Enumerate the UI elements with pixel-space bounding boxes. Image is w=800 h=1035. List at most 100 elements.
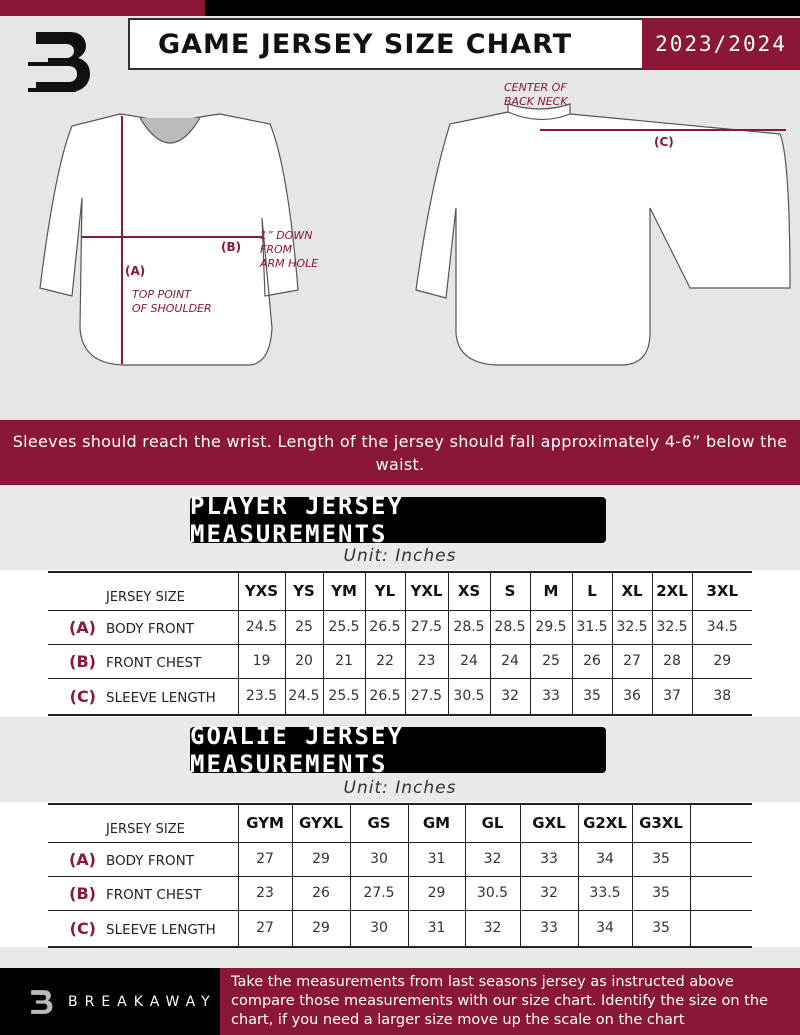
size-value: 34 [577,841,633,877]
size-header: YL [364,571,406,611]
measure-name: SLEEVE LENGTH [106,689,216,706]
size-value: 33 [529,677,573,716]
size-value: 29 [407,875,466,911]
row-label: (A) BODY FRONT [48,841,239,877]
size-value: 27.5 [404,677,449,716]
size-value: 23 [237,875,293,911]
size-value: 35 [631,841,691,877]
size-value: 28.5 [489,609,531,645]
measure-letter: (A) [68,617,96,637]
note-b: 1” DOWN FROM ARM HOLE [260,229,319,270]
table-row: (B) FRONT CHEST 23 26 27.5 29 30.5 32 33.5 35 [48,875,752,911]
size-value: 29 [291,909,351,948]
size-value: 32 [519,875,579,911]
size-value: 33 [519,909,579,948]
size-value: 26 [571,643,613,679]
measure-letter: (A) [68,849,96,869]
size-value: 34.5 [691,609,752,645]
size-value: 30 [349,909,409,948]
row-label: (C) SLEEVE LENGTH [48,677,239,716]
size-value: 38 [691,677,752,716]
row-label: (B) FRONT CHEST [48,875,239,911]
size-value: 29 [291,841,351,877]
size-header: XL [611,571,653,611]
size-value: 27.5 [404,609,449,645]
size-value: 20 [284,643,324,679]
size-value: 35 [631,875,691,911]
size-header: 3XL [691,571,752,611]
size-value: 32 [489,677,531,716]
size-value: 34 [577,909,633,948]
size-value: 28 [651,643,693,679]
measure-name: FRONT CHEST [106,886,202,903]
row-label: (C) SLEEVE LENGTH [48,909,239,948]
size-value: 37 [651,677,693,716]
size-value [689,875,752,911]
size-header: GL [464,803,521,843]
size-value: 25.5 [322,677,366,716]
label-c: (C) [654,135,674,149]
goalie-unit: Unit: Inches [343,778,457,798]
size-header: GYXL [291,803,351,843]
measure-letter: (B) [69,883,96,903]
size-value [689,841,752,877]
size-header [689,803,752,843]
size-header: GYM [237,803,293,843]
size-value: 29 [691,643,752,679]
player-size-table: JERSEY SIZE YXS YS YM YL YXL XS S M L XL 2XL 3XL (A) B… [48,571,752,716]
measure-letter: (C) [69,918,96,938]
size-value: 32.5 [611,609,653,645]
size-value: 26.5 [364,609,406,645]
size-value: 25 [284,609,324,645]
size-value: 35 [631,909,691,948]
note-c: CENTER OF BACK NECK [504,81,568,108]
size-value: 22 [364,643,406,679]
size-value: 21 [322,643,366,679]
size-header: L [571,571,613,611]
goalie-heading: GOALIE JERSEY MEASUREMENTS [190,722,606,778]
size-value: 24.5 [284,677,324,716]
size-value: 32 [464,909,521,948]
size-value: 31 [407,841,466,877]
size-header: GM [407,803,466,843]
size-value: 27 [237,909,293,948]
jersey-diagram [39,103,791,366]
measure-name: SLEEVE LENGTH [106,921,216,938]
size-value: 36 [611,677,653,716]
size-value: 35 [571,677,613,716]
page-title: GAME JERSEY SIZE CHART [128,18,642,70]
size-value: 27 [237,841,293,877]
size-value: 32 [464,841,521,877]
player-heading: PLAYER JERSEY MEASUREMENTS [190,492,606,548]
size-value: 33 [519,841,579,877]
measure-name: BODY FRONT [106,620,194,637]
size-value: 24 [447,643,491,679]
size-value: 27.5 [349,875,409,911]
size-header: G2XL [577,803,633,843]
breakaway-logo-small [31,989,53,1014]
header-label: JERSEY SIZE [48,803,239,843]
size-value: 23 [404,643,449,679]
size-value: 28.5 [447,609,491,645]
breakaway-logo [28,32,90,92]
table-row: (A) BODY FRONT 27 29 30 31 32 33 34 35 [48,841,752,877]
size-value: 24.5 [237,609,286,645]
size-header: YXL [404,571,449,611]
note-a: TOP POINT OF SHOULDER [132,288,212,315]
measure-name: BODY FRONT [106,852,194,869]
size-value: 25.5 [322,609,366,645]
size-value: 26.5 [364,677,406,716]
footer-brand: BREAKAWAY [0,968,220,1035]
size-header: M [529,571,573,611]
size-value: 27 [611,643,653,679]
brand-name: BREAKAWAY [68,993,217,1010]
table-row: (A) BODY FRONT 24.5 25 25.5 26.5 27.5 28.5 28.5 2… [48,609,752,645]
instructions-banner: Sleeves should reach the wrist. Length o… [0,420,800,485]
player-unit: Unit: Inches [343,546,457,566]
measure-name: FRONT CHEST [106,654,202,671]
size-header: GS [349,803,409,843]
size-value: 32.5 [651,609,693,645]
table-row: (B) FRONT CHEST 19 20 21 22 23 24 24 25 26 27 28 29 [48,643,752,679]
season-badge: 2023/2024 [642,18,800,70]
size-value: 31 [407,909,466,948]
